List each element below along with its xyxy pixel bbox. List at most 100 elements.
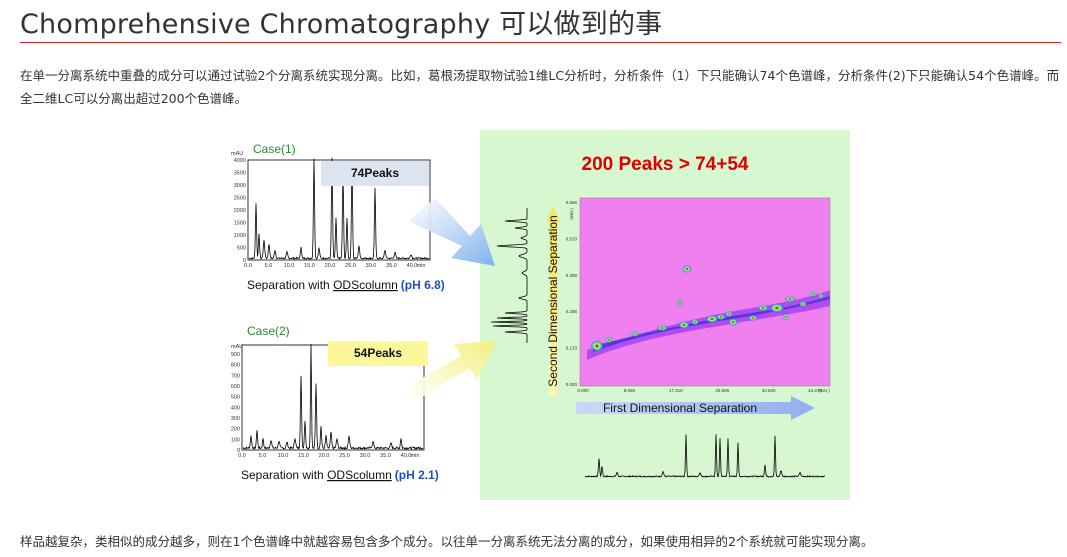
case1-y-tick: 0	[243, 258, 246, 264]
case1-y-tick: 500	[237, 246, 246, 252]
heatmap-y-tick: 0.133	[566, 346, 578, 351]
case2-peaks-label: 54Peaks	[354, 346, 402, 360]
title-divider	[20, 42, 1061, 43]
heatmap-spot	[716, 314, 726, 320]
case2-peaks-box	[328, 341, 428, 366]
heatmap-y-tick: 0.533	[566, 236, 578, 241]
case2-y-axis-ticks: 900 800 700 600 500 400 300 200 100 0	[231, 352, 240, 454]
case1-label: Case(1)	[253, 142, 296, 156]
heatmap-x-tick: 0.000	[577, 388, 589, 393]
case2-y-tick: 100	[231, 437, 240, 443]
case2-x-tick: 35.0	[380, 453, 391, 459]
case1-peaks-label: 74Peaks	[351, 166, 399, 180]
case1-x-tick: 30.0	[366, 263, 377, 269]
case1-y-tick: 2500	[234, 196, 246, 202]
case1-x-axis-ticks: 0.0 5.0 10.0 15.0 20.0 25.0 30.0 35.0 40.0 min	[244, 263, 425, 269]
2d-heatmap: 0.666 0.533 0.399 0.266 0.133 0.000 0.000 8.65…	[566, 197, 831, 393]
case1-y-tick: 3000	[234, 183, 246, 189]
case2-x-unit: min	[411, 453, 420, 459]
heatmap-x-unit: (min.)	[818, 388, 830, 393]
case2-y-tick: 700	[231, 373, 240, 379]
heatmap-spot	[678, 321, 690, 329]
case1-x-unit: min	[417, 263, 426, 269]
heatmap-spot	[705, 315, 719, 323]
case1-x-tick: 25.0	[345, 263, 356, 269]
heatmap-x-tick: 17.310	[669, 388, 683, 393]
case1-y-tick: 1000	[234, 233, 246, 239]
case2-y-tick: 0	[237, 448, 240, 454]
case2-y-tick: 900	[231, 352, 240, 358]
heatmap-y-axis-ticks: 0.666 0.533 0.399 0.266 0.133 0.000	[566, 200, 578, 387]
heatmap-spot	[809, 291, 817, 297]
case1-x-tick: 5.0	[265, 263, 273, 269]
case2-y-unit: mAU	[231, 344, 243, 350]
case1-y-axis-ticks: 4000 3500 3000 2500 2000 1500 1000 500 0	[234, 158, 246, 264]
case1-caption-ph: (pH 6.8)	[401, 278, 445, 292]
case1-y-tick: 1500	[234, 221, 246, 227]
case2-y-tick: 400	[231, 405, 240, 411]
case1-caption-prefix: Separation with	[247, 278, 333, 292]
heatmap-y-tick: 0.666	[566, 200, 578, 205]
case2-caption: Separation with ODScolumn (pH 2.1)	[241, 468, 439, 482]
second-dimension-arrow	[546, 206, 560, 396]
heatmap-x-tick: 25.965	[715, 388, 729, 393]
case1-caption-column: ODScolumn	[333, 278, 398, 292]
case2-x-tick: 5.0	[259, 453, 267, 459]
heatmap-spot	[682, 265, 692, 273]
heatmap-spot	[799, 301, 807, 307]
case2-x-tick: 0.0	[238, 453, 246, 459]
case2-x-tick: 15.0	[298, 453, 309, 459]
case2-y-tick: 300	[231, 416, 240, 422]
case2-trace	[242, 343, 424, 450]
case2-x-tick: 10.0	[278, 453, 289, 459]
intro-paragraph: 在单一分离系统中重叠的成分可以通过试验2个分离系统实现分离。比如，葛根汤提取物试…	[20, 68, 1060, 106]
case1-x-tick: 40.0	[407, 263, 418, 269]
case1-chromatogram: Case(1) mAU 4000 3500 3000 2500 2000 1500 1000…	[231, 142, 445, 292]
heatmap-spot	[691, 319, 699, 325]
case1-to-2d-arrow	[408, 198, 495, 266]
heatmap-spot	[757, 305, 769, 311]
first-dimension-projection-trace	[584, 434, 826, 478]
second-dimension-axis-label: Second Dimensional Separation	[546, 215, 560, 386]
heatmap-y-tick: 0.000	[566, 382, 578, 387]
first-dimension-arrow	[576, 396, 815, 420]
heatmap-spot	[590, 340, 604, 352]
case2-caption-ph: (pH 2.1)	[395, 468, 439, 482]
heatmap-spot	[656, 325, 668, 331]
second-dimension-projection-trace	[490, 208, 528, 343]
heatmap-spot	[784, 296, 796, 302]
case1-peaks-box	[321, 161, 429, 186]
case1-x-tick: 15.0	[304, 263, 315, 269]
case2-x-tick: 20.0	[319, 453, 330, 459]
first-dimension-axis-label: First Dimensional Separation	[603, 401, 757, 415]
case2-caption-prefix: Separation with	[241, 468, 327, 482]
case2-chromatogram: Case(2) mAU 900 800 700 600 500 400 300 200 100 0…	[231, 324, 439, 482]
case1-trace	[248, 157, 430, 260]
heatmap-spot	[677, 299, 683, 307]
heatmap-y-unit: (min.)	[569, 208, 574, 220]
heatmap-x-axis-ticks: 0.000 8.655 17.310 25.965 34.620 43.275(min.)	[577, 388, 830, 393]
case2-caption-column: ODScolumn	[327, 468, 392, 482]
heatmap-spot	[631, 331, 639, 337]
case1-x-tick: 20.0	[325, 263, 336, 269]
heatmap-x-tick: 8.655	[624, 388, 636, 393]
case1-y-tick: 3500	[234, 171, 246, 177]
case2-x-tick: 30.0	[360, 453, 371, 459]
chromatography-figure: 200 Peaks > 74+54 Case(1) mAU 4000350030…	[231, 130, 850, 500]
heatmap-x-tick: 34.620	[762, 388, 776, 393]
footer-paragraph: 样品越复杂，类相似的成分越多，则在1个色谱峰中就越容易包含多个成分。以往单一分离…	[20, 534, 874, 549]
case1-y-tick: 2000	[234, 208, 246, 214]
heatmap-spot	[605, 337, 613, 343]
case2-y-tick: 500	[231, 395, 240, 401]
heatmap-spots	[590, 265, 824, 352]
case2-y-tick: 600	[231, 384, 240, 390]
case2-x-tick: 25.0	[339, 453, 350, 459]
heatmap-x-tick: 43.275	[808, 388, 822, 393]
heatmap-spot	[748, 315, 758, 321]
heatmap-y-tick: 0.399	[566, 273, 578, 278]
case1-caption: Separation with ODScolumn (pH 6.8)	[247, 278, 445, 292]
case2-y-tick: 800	[231, 363, 240, 369]
case2-y-tick: 200	[231, 427, 240, 433]
heatmap-y-tick: 0.266	[566, 309, 578, 314]
heatmap-spot	[725, 311, 733, 317]
